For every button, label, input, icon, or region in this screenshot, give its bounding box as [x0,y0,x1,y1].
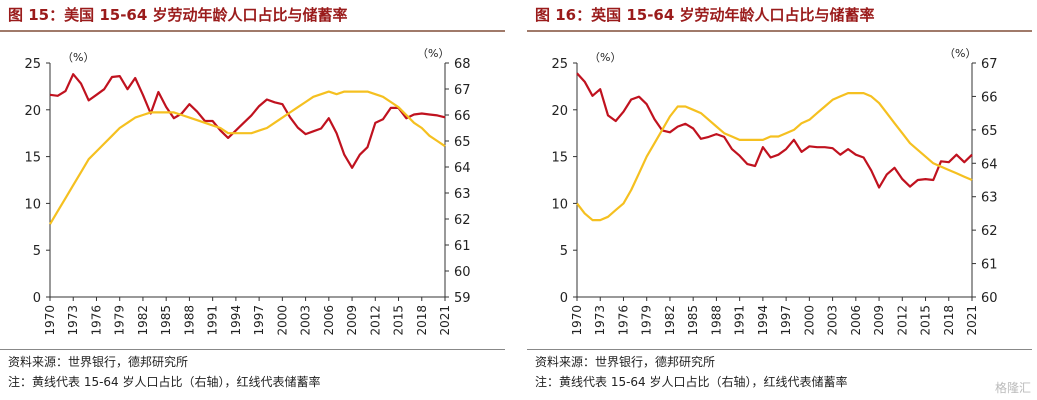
title-divider [0,30,505,32]
right-unit-label: （%） [944,47,976,60]
left-tick-label: 10 [551,197,568,212]
x-tick-label: 2009 [345,305,359,336]
left-unit-label: （%） [589,51,621,64]
right-tick-label: 61 [981,258,998,273]
left-tick-label: 10 [24,197,41,212]
x-tick-label: 1982 [136,305,150,336]
savings-rate-line [576,72,973,189]
x-tick-label: 2021 [438,305,452,336]
x-tick-label: 2015 [919,305,933,336]
left-tick-label: 5 [33,244,41,259]
right-tick-label: 68 [454,57,471,72]
right-tick-label: 67 [454,83,471,98]
right-unit-label: （%） [417,47,449,60]
dual-axis-line-chart: 0 5 10 15 20 25 60 61 62 63 64 65 66 67 （%） （%） 1970 1973… [551,47,998,336]
x-tick-label: 1994 [229,305,243,336]
legend-note: 注：黄线代表 15-64 岁人口占比（右轴），红线代表储蓄率 [8,375,321,389]
right-tick-label: 66 [981,90,998,105]
source-note: 资料来源：世界银行，德邦研究所 [535,355,716,369]
x-tick-label: 2006 [322,305,336,336]
left-tick-label: 25 [551,57,568,72]
footer-divider [0,349,505,350]
left-tick-label: 20 [24,104,41,119]
x-tick-label: 1988 [709,305,723,336]
x-tick-label: 2015 [392,305,406,336]
right-tick-label: 60 [454,265,471,280]
right-tick-label: 63 [454,187,471,202]
x-tick-label: 1985 [686,305,700,336]
left-unit-label: （%） [62,51,94,64]
x-tick-label: 1976 [616,305,630,336]
x-tick-label: 2018 [415,305,429,336]
x-tick-label: 2012 [895,305,909,336]
left-tick-label: 15 [551,151,568,166]
dual-axis-line-chart: 0 5 10 15 20 25 59 60 61 62 63 64 65 66 67 68 （%） （%） 1970… [24,47,471,336]
x-tick-label: 2003 [299,305,313,336]
x-tick-label: 2018 [942,305,956,336]
source-note: 资料来源：世界银行，德邦研究所 [8,355,189,369]
right-tick-label: 61 [454,239,471,254]
right-tick-label: 60 [981,291,998,306]
x-tick-label: 1979 [640,305,654,336]
chart-panel-us: 图 15：美国 15-64 岁劳动年龄人口占比与储蓄率 0 5 10 15 20 25 59… [0,0,510,400]
savings-rate-line [49,73,446,169]
left-tick-label: 20 [551,104,568,119]
x-tick-label: 1973 [66,305,80,336]
x-tick-label: 2021 [965,305,979,336]
x-tick-label: 2000 [802,305,816,336]
x-tick-label: 1991 [733,305,747,336]
x-tick-label: 2006 [849,305,863,336]
right-tick-label: 64 [981,157,998,172]
x-tick-label: 1973 [593,305,607,336]
x-tick-label: 2003 [826,305,840,336]
watermark-logo: 格隆汇 [994,381,1031,395]
footer-divider [527,349,1032,350]
left-tick-label: 0 [33,291,41,306]
left-tick-label: 0 [560,291,568,306]
figure-title: 图 15：美国 15-64 岁劳动年龄人口占比与储蓄率 [8,6,348,24]
x-tick-label: 1970 [43,305,57,336]
x-tick-label: 1979 [113,305,127,336]
left-tick-label: 5 [560,244,568,259]
x-tick-label: 1997 [779,305,793,336]
left-tick-label: 25 [24,57,41,72]
title-divider [527,30,1032,32]
working-age-share-line [49,90,446,225]
x-tick-label: 2009 [872,305,886,336]
chart-panel-uk: 图 16：英国 15-64 岁劳动年龄人口占比与储蓄率 0 5 10 15 20 25 60… [527,0,1037,400]
x-tick-label: 1976 [89,305,103,336]
x-tick-label: 2000 [275,305,289,336]
x-tick-label: 2012 [368,305,382,336]
right-tick-label: 62 [454,213,471,228]
x-tick-label: 1991 [206,305,220,336]
x-tick-label: 1970 [570,305,584,336]
figure-title: 图 16：英国 15-64 岁劳动年龄人口占比与储蓄率 [535,6,875,24]
right-tick-label: 63 [981,191,998,206]
x-tick-label: 1982 [663,305,677,336]
right-tick-label: 67 [981,57,998,72]
left-tick-label: 15 [24,151,41,166]
right-tick-label: 64 [454,161,471,176]
x-tick-label: 1994 [756,305,770,336]
x-tick-label: 1985 [159,305,173,336]
right-tick-label: 65 [981,124,998,139]
right-tick-label: 62 [981,224,998,239]
working-age-share-line [576,91,973,222]
x-tick-label: 1988 [182,305,196,336]
x-tick-label: 1997 [252,305,266,336]
legend-note: 注：黄线代表 15-64 岁人口占比（右轴），红线代表储蓄率 [535,375,848,389]
right-tick-label: 66 [454,109,471,124]
right-tick-label: 59 [454,291,471,306]
right-tick-label: 65 [454,135,471,150]
